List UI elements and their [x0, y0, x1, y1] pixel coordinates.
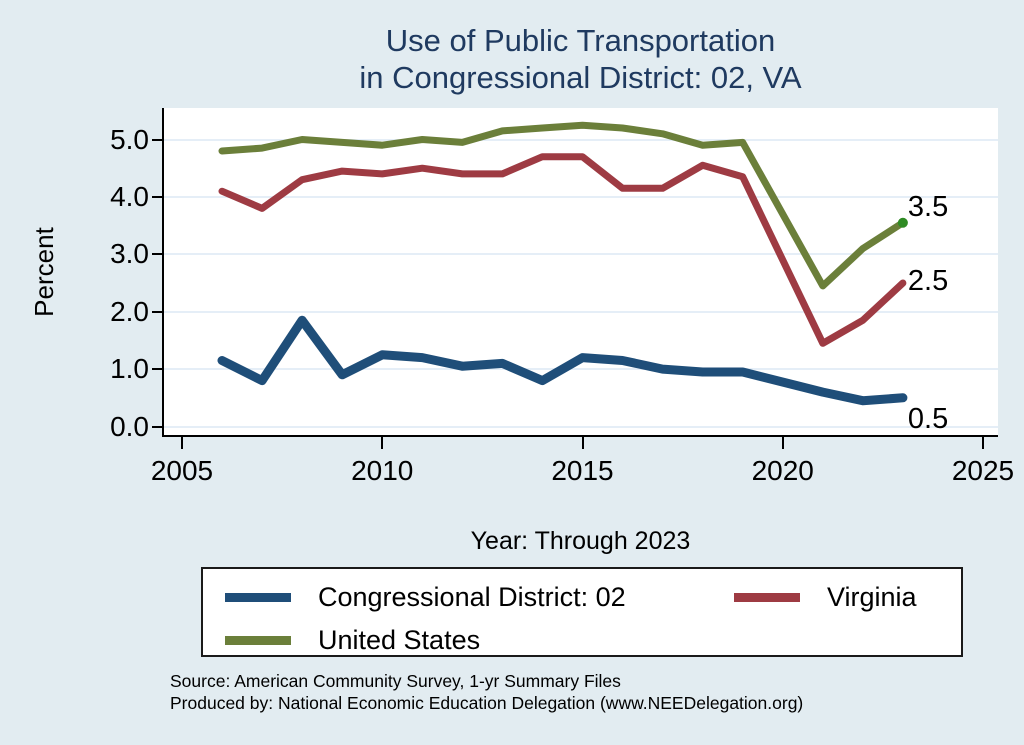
- end-value-label-0: 0.5: [907, 402, 949, 435]
- x-tick: [581, 437, 584, 449]
- gridline: [164, 138, 998, 141]
- gridline: [164, 253, 998, 256]
- x-axis-title: Year: Through 2023: [470, 527, 691, 555]
- gridline: [164, 310, 998, 313]
- chart-title-line2: in Congressional District: 02, VA: [359, 60, 802, 95]
- x-tick: [181, 437, 183, 449]
- series-line-2: [218, 121, 907, 290]
- y-tick: [152, 310, 162, 313]
- x-tick-label: 2010: [351, 455, 414, 486]
- legend: Congressional District: 02 Virginia Unit…: [201, 567, 963, 657]
- x-tick: [381, 437, 384, 449]
- produced-by-note: Produced by: National Economic Education…: [170, 693, 804, 713]
- y-tick-label: 1.0: [110, 353, 149, 385]
- y-tick: [152, 425, 162, 428]
- y-tick-label: 5.0: [110, 123, 149, 155]
- y-tick: [152, 138, 162, 141]
- x-tick: [982, 437, 984, 449]
- footer-notes: Source: American Community Survey, 1-yr …: [170, 670, 803, 714]
- legend-item-congressional-district: Congressional District: 02: [225, 581, 626, 613]
- y-tick: [152, 253, 162, 256]
- x-tick: [781, 437, 784, 449]
- y-tick-label: 2.0: [110, 295, 149, 327]
- y-axis-line: [162, 108, 164, 437]
- series-end-dot-2: [897, 217, 908, 228]
- y-tick-label: 3.0: [110, 238, 149, 270]
- legend-swatch-united-states: [225, 635, 291, 645]
- y-axis-title: Percent: [29, 227, 59, 317]
- gridline: [164, 368, 998, 371]
- plot-area: [164, 108, 998, 435]
- legend-swatch-congressional-district: [225, 592, 291, 602]
- end-value-label-2: 3.5: [907, 190, 949, 223]
- legend-label-virginia: Virginia: [827, 582, 917, 612]
- series-line-0: [217, 315, 908, 406]
- y-tick: [152, 368, 162, 371]
- y-tick-label: 0.0: [110, 410, 149, 442]
- chart-title: Use of Public Transportation in Congress…: [163, 22, 998, 96]
- x-tick-label: 2020: [751, 455, 814, 486]
- series-line-1: [218, 153, 907, 347]
- x-tick-label: 2015: [551, 455, 614, 486]
- y-tick-label: 4.0: [110, 180, 149, 212]
- source-note: Source: American Community Survey, 1-yr …: [170, 671, 621, 691]
- series-plot: [217, 121, 908, 406]
- y-tick: [152, 195, 162, 198]
- legend-label-congressional-district: Congressional District: 02: [318, 582, 626, 612]
- legend-label-united-states: United States: [318, 625, 481, 655]
- gridline: [164, 425, 998, 428]
- x-tick-label: 2025: [951, 455, 1015, 486]
- x-axis-line: [162, 435, 998, 437]
- x-tick-label: 2005: [150, 455, 214, 486]
- end-value-label-1: 2.5: [907, 265, 949, 297]
- legend-item-united-states: United States: [225, 624, 480, 656]
- legend-swatch-virginia: [734, 592, 800, 602]
- gridline: [164, 195, 998, 198]
- chart-title-line1: Use of Public Transportation: [385, 23, 776, 58]
- legend-item-virginia: Virginia: [734, 581, 917, 613]
